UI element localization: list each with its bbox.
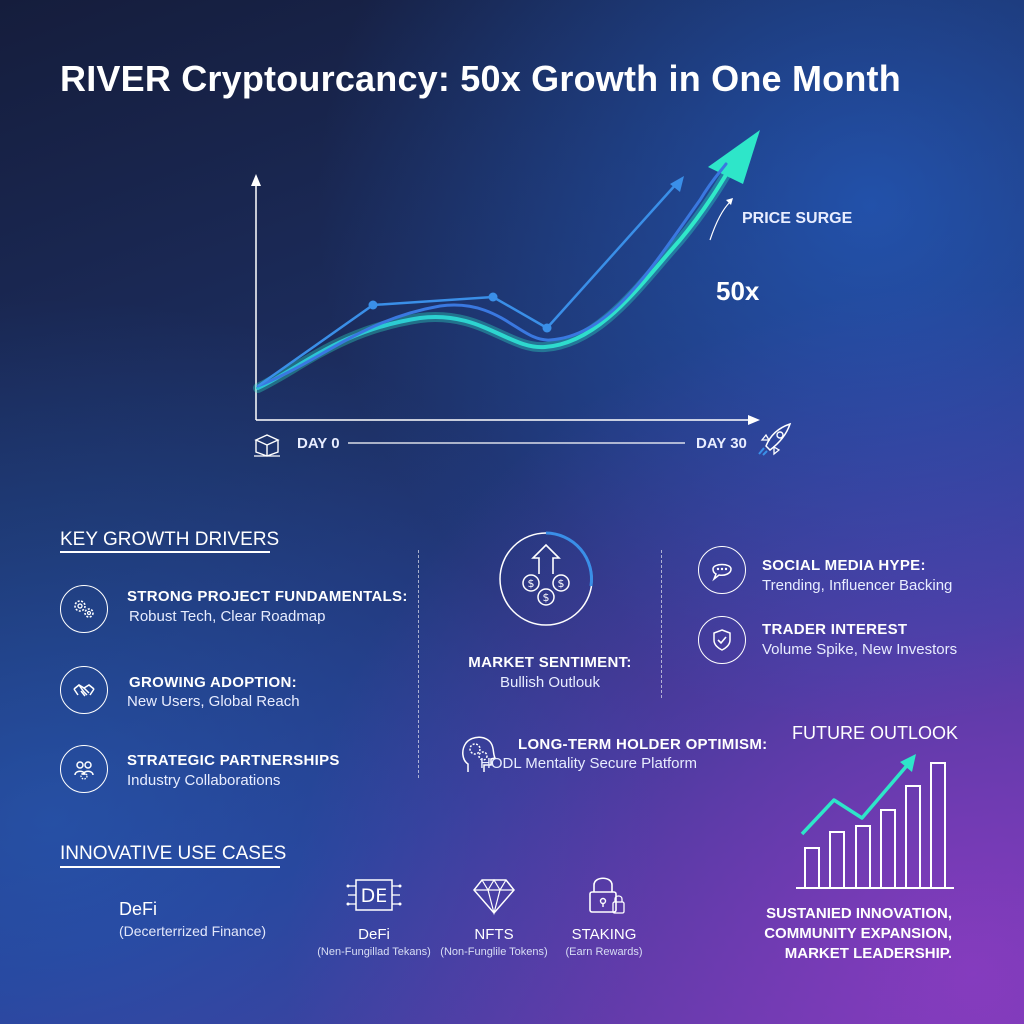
teal-curve-glow [253, 155, 740, 393]
blue-line-arrow [670, 176, 684, 192]
long-term-desc: HODL Mentality Secure Platform [480, 755, 698, 772]
x-axis-arrow [748, 415, 760, 425]
use-case-name: STAKING [571, 926, 637, 943]
x-end-label: DAY 30 [696, 435, 747, 452]
shield-check-icon [698, 616, 746, 664]
use-case-name: DeFi [358, 926, 390, 943]
gears-icon [60, 585, 108, 633]
y-axis-arrow [251, 174, 261, 186]
use-case-name: NFTS [474, 926, 514, 943]
key-growth-underline [60, 551, 270, 553]
chat-bubble-icon [698, 546, 746, 594]
growth-chart [251, 130, 760, 444]
future-line: SUSTANIED INNOVATION, [766, 905, 952, 922]
long-term-title: LONG-TERM HOLDER OPTIMISM: [518, 736, 768, 753]
driver-desc: Trending, Influencer Backing [762, 577, 953, 594]
use-cases-underline [60, 866, 280, 868]
multiplier-label: 50x [716, 276, 760, 306]
use-case-main-sub: (Decerterrized Finance) [119, 923, 267, 939]
use-cases-heading: INNOVATIVE USE CASES [60, 843, 287, 864]
divider [661, 550, 662, 698]
driver-desc: Robust Tech, Clear Roadmap [129, 608, 326, 625]
data-point [542, 323, 552, 333]
circuit-de-icon: DE [346, 879, 402, 911]
sentiment-title: MARKET SENTIMENT: [468, 654, 632, 671]
padlock-icon [589, 877, 625, 914]
key-growth-heading: KEY GROWTH DRIVERS [60, 529, 280, 550]
divider [418, 550, 419, 778]
svg-text:DE: DE [361, 885, 388, 907]
driver-title: SOCIAL MEDIA HYPE: [762, 557, 926, 574]
use-case-sub: (Non-Funglile Tokens) [440, 946, 548, 958]
handshake-icon [60, 666, 108, 714]
surge-arrow [709, 201, 731, 241]
sentiment-desc: Bullish Outlouk [499, 674, 601, 691]
use-case-sub: (Earn Rewards) [565, 946, 643, 958]
head-gears-icon [462, 736, 497, 772]
svg-text:$: $ [558, 577, 565, 590]
rocket-icon [758, 422, 792, 456]
blue-curve [256, 162, 728, 388]
use-case-sub: (Nen-Fungillad Tekans) [317, 946, 431, 958]
svg-text:$: $ [528, 577, 535, 590]
driver-desc: Volume Spike, New Investors [762, 641, 958, 658]
driver-title: STRONG PROJECT FUNDAMENTALS: [127, 588, 408, 605]
use-case-main-name: DeFi [119, 899, 158, 919]
driver-desc: Industry Collaborations [127, 772, 281, 789]
price-surge-label: PRICE SURGE [742, 210, 853, 227]
future-heading: FUTURE OUTLOOK [792, 723, 959, 743]
teal-curve [256, 158, 737, 390]
driver-title: GROWING ADOPTION: [129, 674, 297, 691]
future-bar-chart [796, 754, 954, 889]
diamond-icon [473, 878, 515, 916]
x-start-label: DAY 0 [297, 435, 340, 452]
page-title: RIVER Cryptourcancy: 50x Growth in One M… [60, 58, 901, 99]
driver-title: STRATEGIC PARTNERSHIPS [127, 752, 340, 769]
future-line: COMMUNITY EXPANSION, [764, 925, 952, 942]
data-point [488, 292, 498, 302]
driver-title: TRADER INTEREST [762, 621, 908, 638]
driver-desc: New Users, Global Reach [127, 693, 300, 710]
future-line: MARKET LEADERSHIP. [784, 945, 952, 962]
data-point [368, 300, 378, 310]
svg-text:$: $ [543, 591, 550, 604]
box-icon [254, 434, 280, 457]
partners-icon [60, 745, 108, 793]
coins-arrow-icon: $ $ $ [499, 531, 594, 626]
